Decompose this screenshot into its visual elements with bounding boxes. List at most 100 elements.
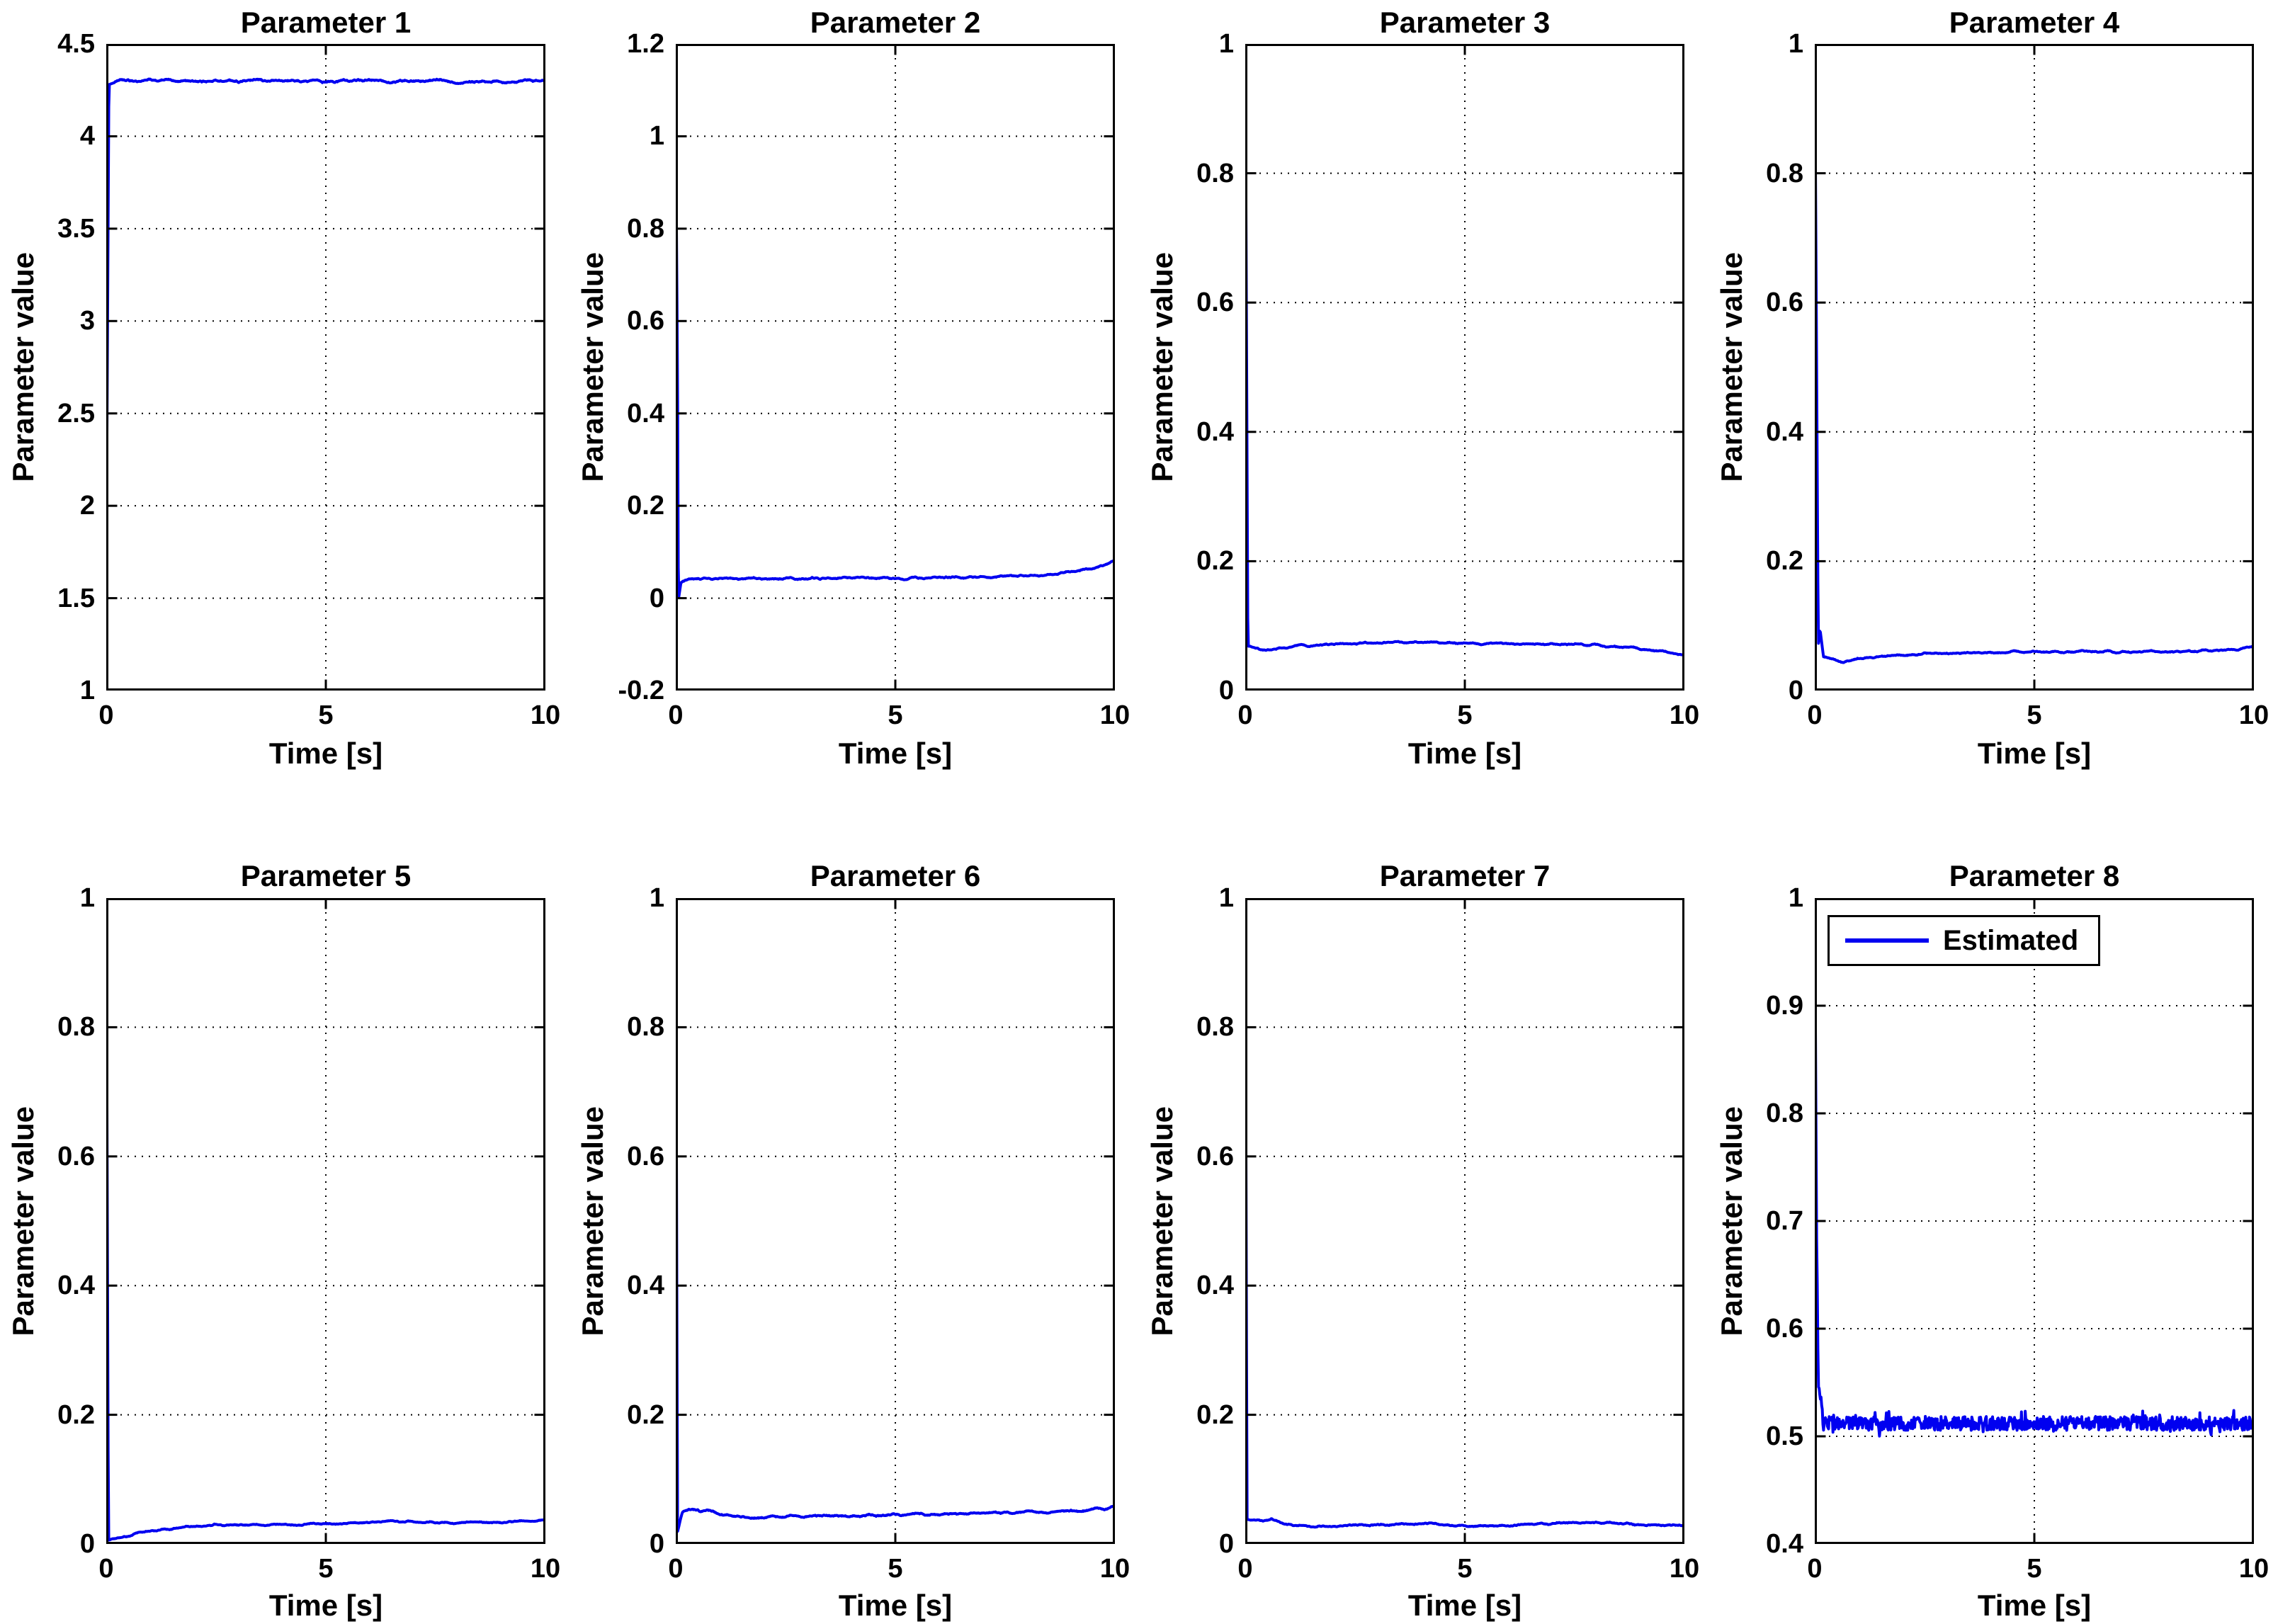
y-tick-label: 1 xyxy=(79,676,95,705)
plot-canvas xyxy=(106,44,545,691)
axis-ticks xyxy=(1245,44,1684,691)
y-tick-label: 0.6 xyxy=(1196,288,1234,318)
plot-title: Parameter 1 xyxy=(240,6,412,39)
plot-canvas xyxy=(676,898,1115,1544)
y-tick-label: 4.5 xyxy=(57,29,95,59)
y-tick-label: 0.8 xyxy=(1196,158,1234,188)
axes-frame xyxy=(1245,44,1684,691)
x-tick-label: 5 xyxy=(2027,1554,2042,1584)
y-tick-label: 1 xyxy=(1788,883,1803,913)
y-axis-label: Parameter value xyxy=(3,898,44,1544)
x-tick-label: 0 xyxy=(1807,700,1823,730)
plot-title: Parameter 3 xyxy=(1379,6,1551,39)
x-tick-label: 10 xyxy=(1669,700,1700,730)
legend-label: Estimated xyxy=(1943,924,2079,956)
y-tick-label: 0.6 xyxy=(1196,1141,1234,1171)
axis-ticks xyxy=(1815,44,2254,691)
x-tick-label: 5 xyxy=(2027,700,2042,730)
y-axis-label-text: Parameter value xyxy=(6,252,40,482)
plot-canvas-wrap xyxy=(1815,44,2254,691)
series-estimated-line xyxy=(1817,164,2252,664)
y-tick-label: 1 xyxy=(649,883,664,913)
x-tick-label: 10 xyxy=(1099,700,1130,730)
y-tick-label: 0.5 xyxy=(1766,1421,1803,1451)
axis-ticks xyxy=(1815,898,2254,1544)
y-tick-label: 2.5 xyxy=(57,398,95,428)
x-tick-label: 5 xyxy=(888,1554,903,1584)
x-tick-label: 0 xyxy=(668,1554,684,1584)
x-axis-label: Time [s] xyxy=(1407,1589,1522,1622)
x-axis-label: Time [s] xyxy=(1977,1589,2092,1622)
x-axis-label: Time [s] xyxy=(838,737,953,770)
y-tick-label: 0.7 xyxy=(1766,1206,1803,1236)
y-tick-label: 0.4 xyxy=(1766,1529,1803,1559)
plot-title: Parameter 7 xyxy=(1379,859,1551,892)
subplot-parameter-1: Parameter 1 Parameter value 1 1.5 2 2.5 3 3.5 4 4… xyxy=(0,0,570,812)
y-tick-label: 0.4 xyxy=(627,1271,664,1301)
y-tick-label: 0.4 xyxy=(627,398,664,428)
y-axis-label: Parameter value xyxy=(1711,44,1752,691)
y-axis-label-text: Parameter value xyxy=(576,252,609,482)
series-estimated-line xyxy=(1247,1148,1682,1529)
series-estimated-line xyxy=(1247,205,1682,657)
grid-lines xyxy=(1245,898,1684,1544)
x-tick-label: 5 xyxy=(1457,700,1473,730)
y-tick-label: 0 xyxy=(1218,1529,1234,1559)
x-tick-label: 10 xyxy=(1669,1554,1700,1584)
series-estimated-line xyxy=(678,229,1113,598)
grid-lines xyxy=(1815,44,2254,691)
y-tick-label: 0.8 xyxy=(627,1012,664,1043)
x-tick-label: 5 xyxy=(318,700,334,730)
plot-canvas xyxy=(1245,44,1684,691)
y-tick-label: 0.6 xyxy=(57,1141,95,1171)
plot-canvas xyxy=(676,44,1115,691)
y-tick-label: 1 xyxy=(1218,29,1234,59)
y-tick-label: 2 xyxy=(79,491,95,521)
x-tick-label: 10 xyxy=(2238,1554,2270,1584)
y-axis-label: Parameter value xyxy=(1142,44,1183,691)
x-tick-label: 0 xyxy=(1237,700,1253,730)
y-tick-label: 1.2 xyxy=(627,29,664,59)
x-tick-label: 5 xyxy=(888,700,903,730)
y-tick-label: -0.2 xyxy=(618,676,664,705)
y-tick-label: 0.4 xyxy=(1766,416,1803,447)
y-tick-label: 0 xyxy=(79,1529,95,1559)
axes-frame xyxy=(1815,44,2254,691)
y-axis-label: Parameter value xyxy=(1142,898,1183,1544)
x-tick-label: 10 xyxy=(530,700,561,730)
legend: Estimated xyxy=(1828,915,2101,966)
plot-title: Parameter 8 xyxy=(1949,859,2120,892)
x-tick-label: 0 xyxy=(668,700,684,730)
y-tick-label: 1 xyxy=(1788,29,1803,59)
subplot-parameter-8: Parameter 8 Parameter value Estimated 0.4 0.… xyxy=(1708,812,2278,1624)
y-tick-label: 0.4 xyxy=(57,1271,95,1301)
x-tick-label: 0 xyxy=(1807,1554,1823,1584)
legend-line-sample xyxy=(1845,938,1929,943)
x-axis-label: Time [s] xyxy=(268,1589,383,1622)
y-tick-label: 0.2 xyxy=(1766,546,1803,577)
series-estimated-line xyxy=(108,77,543,434)
x-tick-label: 0 xyxy=(98,1554,114,1584)
subplot-parameter-7: Parameter 7 Parameter value 0 0.2 0.4 0.6 0.8 1… xyxy=(1139,812,1708,1624)
subplot-parameter-3: Parameter 3 Parameter value 0 0.2 0.4 0.6 0.8 1… xyxy=(1139,0,1708,812)
plot-canvas-wrap xyxy=(676,898,1115,1544)
subplot-parameter-2: Parameter 2 Parameter value -0.2 0 0.2 0.4 0.6… xyxy=(570,0,1139,812)
y-tick-label: 0.6 xyxy=(627,1141,664,1171)
plot-canvas-wrap xyxy=(106,44,545,691)
y-tick-label: 0.2 xyxy=(1196,1399,1234,1430)
y-tick-label: 0.6 xyxy=(1766,288,1803,318)
x-tick-label: 10 xyxy=(1099,1554,1130,1584)
axes-frame xyxy=(1815,898,2254,1544)
y-tick-label: 0.8 xyxy=(1196,1012,1234,1043)
x-axis-label: Time [s] xyxy=(268,737,383,770)
axis-ticks xyxy=(106,44,545,691)
x-axis-label: Time [s] xyxy=(838,1589,953,1622)
x-tick-label: 5 xyxy=(318,1554,334,1584)
y-tick-label: 0.6 xyxy=(1766,1314,1803,1344)
grid-lines xyxy=(1245,44,1684,691)
x-tick-label: 0 xyxy=(98,700,114,730)
y-tick-label: 4 xyxy=(79,121,95,152)
x-axis-label: Time [s] xyxy=(1977,737,2092,770)
subplot-parameter-5: Parameter 5 Parameter value 0 0.2 0.4 0.6 0.8 1… xyxy=(0,812,570,1624)
axes-frame xyxy=(676,898,1115,1544)
